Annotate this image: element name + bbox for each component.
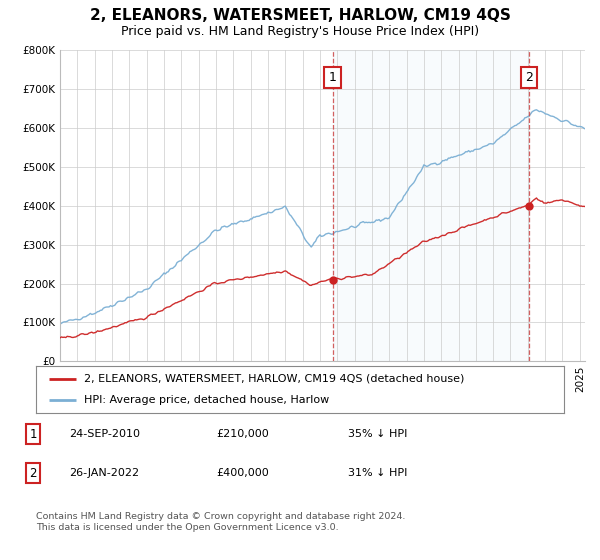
Text: 2, ELEANORS, WATERSMEET, HARLOW, CM19 4QS (detached house): 2, ELEANORS, WATERSMEET, HARLOW, CM19 4Q… <box>83 374 464 384</box>
Text: Contains HM Land Registry data © Crown copyright and database right 2024.
This d: Contains HM Land Registry data © Crown c… <box>36 512 406 532</box>
Bar <box>332 50 529 361</box>
Text: 2: 2 <box>29 466 37 480</box>
Text: 2: 2 <box>525 71 533 84</box>
Text: 35% ↓ HPI: 35% ↓ HPI <box>348 429 407 439</box>
Text: 2, ELEANORS, WATERSMEET, HARLOW, CM19 4QS: 2, ELEANORS, WATERSMEET, HARLOW, CM19 4Q… <box>89 8 511 24</box>
Text: £400,000: £400,000 <box>216 468 269 478</box>
Text: 24-SEP-2010: 24-SEP-2010 <box>69 429 140 439</box>
Text: 1: 1 <box>29 427 37 441</box>
Text: Price paid vs. HM Land Registry's House Price Index (HPI): Price paid vs. HM Land Registry's House … <box>121 25 479 38</box>
Text: 1: 1 <box>329 71 337 84</box>
Text: HPI: Average price, detached house, Harlow: HPI: Average price, detached house, Harl… <box>83 395 329 405</box>
Text: 31% ↓ HPI: 31% ↓ HPI <box>348 468 407 478</box>
Text: 26-JAN-2022: 26-JAN-2022 <box>69 468 139 478</box>
Text: £210,000: £210,000 <box>216 429 269 439</box>
